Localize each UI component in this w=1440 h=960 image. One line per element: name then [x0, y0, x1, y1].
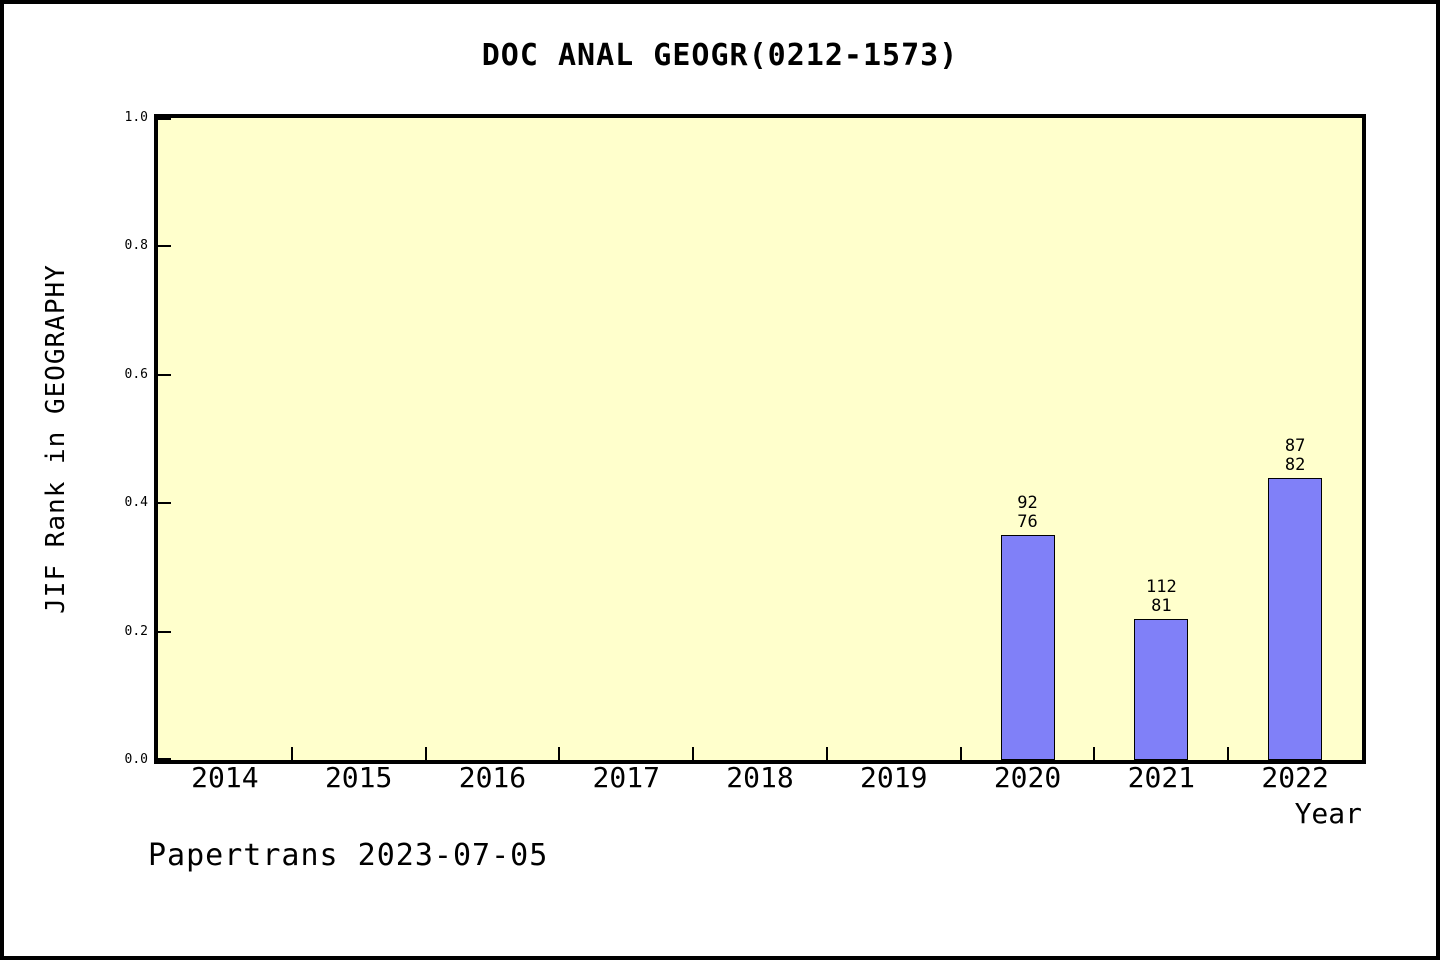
plot-area: 0.0 0.2 0.4 0.6 0.8 1.0 92 76 112 81 87 82 — [125, 110, 1362, 767]
bar-2020 — [1000, 535, 1055, 760]
footer-watermark: Papertrans 2023-07-05 — [148, 838, 549, 873]
y-tick-label: 0.0 — [124, 752, 148, 767]
y-tick-mark — [158, 118, 171, 120]
x-tick-mark — [1093, 747, 1096, 760]
y-tick-label: 1.0 — [124, 110, 148, 125]
x-tick-mark — [1227, 747, 1230, 760]
plot-frame: 0.0 0.2 0.4 0.6 0.8 1.0 92 76 112 81 87 82 — [125, 110, 1366, 767]
y-tick-mark — [158, 373, 171, 376]
x-tick-label: 2022 — [1261, 761, 1329, 794]
bar-label-2021: 112 81 — [1145, 577, 1177, 616]
bar-2021 — [1134, 619, 1189, 760]
x-axis-title: Year — [1294, 797, 1362, 830]
y-tick-mark — [158, 758, 171, 760]
y-tick-label: 0.2 — [124, 623, 148, 639]
x-tick-mark — [959, 747, 962, 760]
x-tick-label: 2014 — [191, 761, 259, 794]
y-tick-label: 0.8 — [124, 238, 148, 254]
y-tick-mark — [158, 502, 171, 505]
y-tick-mark — [158, 630, 171, 633]
x-axis-tick-labels: 2014 2015 2016 2017 2018 2019 2020 2021 2022 — [158, 762, 1362, 796]
x-tick-label: 2018 — [726, 761, 794, 794]
x-tick-label: 2016 — [458, 761, 527, 794]
x-tick-mark — [692, 747, 695, 760]
x-tick-label: 2021 — [1127, 761, 1196, 794]
x-tick-label: 2020 — [993, 761, 1062, 794]
bar-label-2022: 87 82 — [1284, 436, 1306, 475]
x-tick-mark — [825, 747, 828, 760]
x-tick-mark — [558, 747, 561, 760]
chart-title: DOC ANAL GEOGR(0212-1573) — [481, 38, 959, 73]
y-tick-label: 0.4 — [124, 495, 148, 511]
x-tick-label: 2017 — [592, 761, 660, 794]
x-tick-label: 2015 — [324, 761, 393, 794]
bar-label-2020: 92 76 — [1017, 493, 1038, 532]
x-tick-mark — [424, 747, 427, 760]
y-tick-label: 0.6 — [124, 366, 148, 382]
x-tick-label: 2019 — [860, 761, 928, 794]
y-axis-title-text: JIF Rank in GEOGRAPHY — [41, 264, 71, 614]
x-tick-mark — [290, 747, 293, 760]
y-tick-mark — [158, 245, 171, 248]
bar-2022 — [1268, 478, 1323, 760]
